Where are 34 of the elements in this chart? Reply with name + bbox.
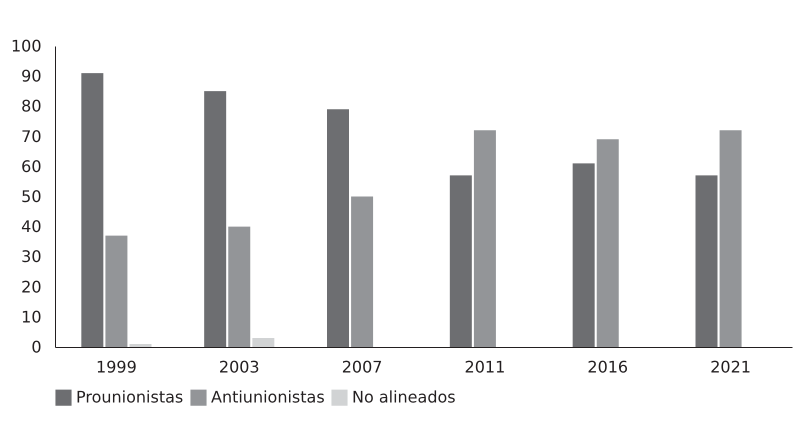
bar xyxy=(572,163,595,347)
y-tick-label: 20 xyxy=(21,277,42,296)
y-tick-label: 100 xyxy=(10,36,42,56)
x-tick-label: 2016 xyxy=(587,358,628,376)
x-tick-label: 2003 xyxy=(218,358,260,376)
y-tick-label: 70 xyxy=(21,126,42,146)
bar xyxy=(81,73,104,347)
legend-label: No alineados xyxy=(352,388,456,407)
y-tick-label: 10 xyxy=(21,307,42,326)
y-tick-label: 0 xyxy=(31,338,42,356)
bar xyxy=(720,130,742,347)
bar xyxy=(474,130,496,347)
bar xyxy=(130,344,152,347)
y-tick-label: 80 xyxy=(21,96,42,116)
bar xyxy=(228,226,250,347)
bar xyxy=(252,338,274,347)
y-tick-label: 50 xyxy=(21,187,42,206)
bar xyxy=(351,196,374,347)
legend-label: Prounionistas xyxy=(76,388,184,407)
bar xyxy=(596,139,619,347)
bar xyxy=(696,175,718,347)
bar xyxy=(105,236,128,347)
x-tick-label: 2011 xyxy=(464,358,506,376)
x-tick-label: 2021 xyxy=(710,358,751,376)
y-tick-label: 60 xyxy=(21,156,42,176)
bar xyxy=(450,175,472,347)
legend-label: Antiunionistas xyxy=(211,388,325,407)
bar xyxy=(204,91,226,347)
x-tick-label: 2007 xyxy=(342,358,382,376)
x-tick-label: 1999 xyxy=(96,358,137,376)
y-tick-label: 40 xyxy=(21,217,42,236)
y-tick-label: 30 xyxy=(21,247,42,266)
bar xyxy=(327,109,349,347)
y-tick-label: 90 xyxy=(21,66,42,86)
